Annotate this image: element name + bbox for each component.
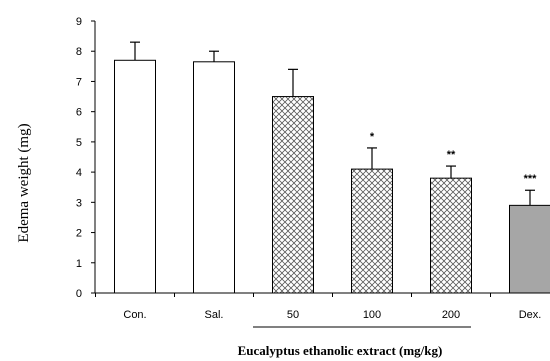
- bar: [272, 96, 314, 294]
- y-tick-label: 7: [76, 76, 82, 88]
- y-tick-label: 3: [76, 197, 82, 209]
- y-tick-label: 9: [76, 16, 82, 28]
- x-tick-label: Con.: [123, 309, 146, 321]
- x-tick-label: Sal.: [205, 309, 224, 321]
- bars: ******: [114, 41, 550, 294]
- bar: [509, 204, 550, 294]
- bar: [351, 168, 393, 294]
- bar: [114, 59, 156, 294]
- y-tick-label: 4: [76, 167, 82, 179]
- significance-label: ***: [524, 173, 538, 185]
- y-tick-label: 2: [76, 228, 82, 240]
- x-tick-label: 100: [363, 309, 381, 321]
- x-tick-label: 200: [442, 309, 460, 321]
- y-tick-label: 8: [76, 46, 82, 58]
- bar: [430, 177, 472, 294]
- significance-label: **: [447, 149, 456, 161]
- significance-label: *: [370, 131, 375, 143]
- x-tick-label: 50: [287, 309, 299, 321]
- bar: [193, 61, 235, 294]
- x-tick-label: Dex.: [519, 309, 542, 321]
- x-axis: Con. Sal. 50 100 200 Dex.: [95, 292, 550, 321]
- y-tick-label: 0: [76, 288, 82, 300]
- y-axis: 0 1 2 3 4 5 6 7 8 9: [76, 16, 96, 300]
- y-axis-label: Edema weight (mg): [16, 123, 32, 242]
- y-tick-label: 5: [76, 137, 82, 149]
- y-tick-label: 6: [76, 107, 82, 119]
- x-axis-label: Eucalyptus ethanolic extract (mg/kg): [238, 343, 443, 358]
- y-tick-label: 1: [76, 258, 82, 270]
